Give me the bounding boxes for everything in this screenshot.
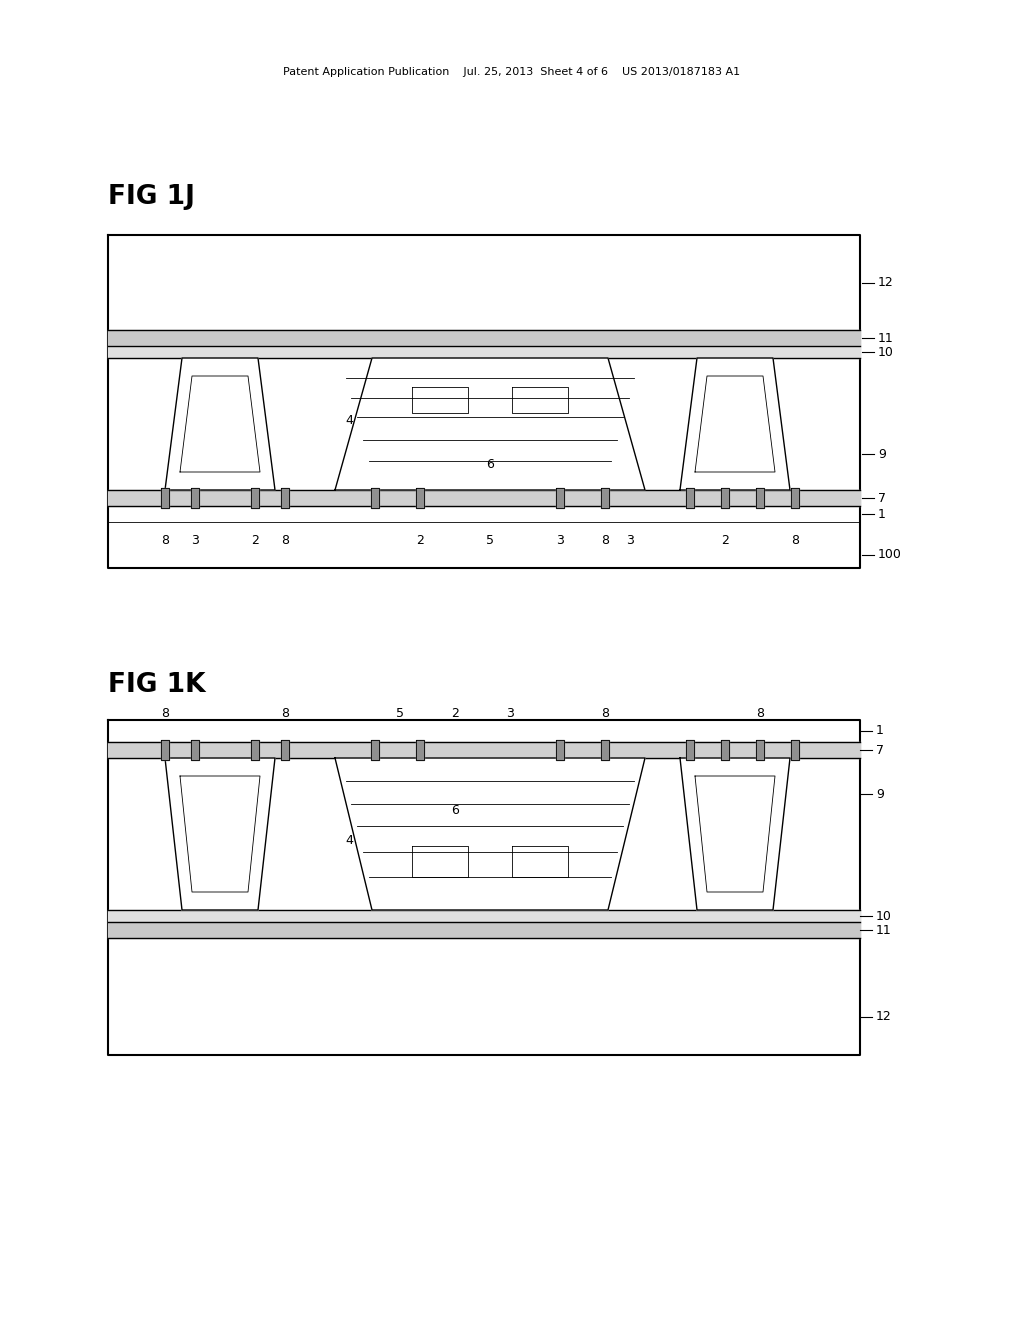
Polygon shape [191, 488, 199, 508]
Text: 11: 11 [876, 924, 892, 936]
Polygon shape [281, 741, 289, 760]
Text: 10: 10 [878, 346, 894, 359]
Text: FIG 1K: FIG 1K [108, 672, 206, 698]
Polygon shape [686, 741, 694, 760]
Polygon shape [791, 741, 799, 760]
Polygon shape [281, 488, 289, 508]
Text: 3: 3 [191, 535, 199, 546]
Polygon shape [412, 387, 468, 413]
Text: 6: 6 [486, 458, 494, 471]
Polygon shape [108, 921, 860, 939]
Text: 1: 1 [878, 507, 886, 520]
Polygon shape [108, 330, 860, 346]
Text: 9: 9 [876, 788, 884, 800]
Text: 5: 5 [486, 535, 494, 546]
Text: 3: 3 [506, 708, 514, 719]
Text: 8: 8 [281, 708, 289, 719]
Polygon shape [556, 488, 564, 508]
Text: 4: 4 [345, 413, 353, 426]
Text: 100: 100 [878, 549, 902, 561]
Text: 8: 8 [601, 535, 609, 546]
Polygon shape [108, 909, 860, 921]
Polygon shape [165, 758, 275, 909]
Polygon shape [695, 776, 775, 892]
Text: 12: 12 [876, 1010, 892, 1023]
Text: 7: 7 [878, 491, 886, 504]
Text: 2: 2 [451, 708, 459, 719]
Polygon shape [556, 741, 564, 760]
Text: 6: 6 [451, 804, 459, 817]
Text: 4: 4 [345, 833, 353, 846]
Polygon shape [180, 776, 260, 892]
Text: 11: 11 [878, 331, 894, 345]
Polygon shape [791, 488, 799, 508]
Text: 12: 12 [878, 276, 894, 289]
Polygon shape [756, 488, 764, 508]
Polygon shape [721, 488, 729, 508]
Text: 1: 1 [876, 725, 884, 738]
Polygon shape [161, 741, 169, 760]
Polygon shape [161, 488, 169, 508]
Polygon shape [180, 376, 260, 473]
Polygon shape [601, 741, 609, 760]
Polygon shape [108, 742, 860, 758]
Polygon shape [108, 490, 860, 506]
Polygon shape [601, 488, 609, 508]
Polygon shape [412, 846, 468, 876]
Text: 8: 8 [161, 535, 169, 546]
Polygon shape [416, 741, 424, 760]
Text: FIG 1J: FIG 1J [108, 183, 195, 210]
Polygon shape [108, 346, 860, 358]
Polygon shape [680, 358, 790, 490]
Polygon shape [251, 488, 259, 508]
Polygon shape [512, 387, 568, 413]
Polygon shape [416, 488, 424, 508]
Polygon shape [371, 488, 379, 508]
Text: 2: 2 [721, 535, 729, 546]
Text: 5: 5 [396, 708, 404, 719]
Polygon shape [191, 741, 199, 760]
Text: 8: 8 [281, 535, 289, 546]
Text: 10: 10 [876, 909, 892, 923]
Polygon shape [335, 358, 645, 490]
Text: 2: 2 [251, 535, 259, 546]
Text: 8: 8 [161, 708, 169, 719]
Polygon shape [371, 741, 379, 760]
Polygon shape [686, 488, 694, 508]
Text: 9: 9 [878, 447, 886, 461]
Text: 8: 8 [756, 708, 764, 719]
Polygon shape [251, 741, 259, 760]
Polygon shape [165, 358, 275, 490]
Text: 7: 7 [876, 743, 884, 756]
Text: 3: 3 [626, 535, 634, 546]
Polygon shape [695, 376, 775, 473]
Polygon shape [680, 758, 790, 909]
Text: Patent Application Publication    Jul. 25, 2013  Sheet 4 of 6    US 2013/0187183: Patent Application Publication Jul. 25, … [284, 67, 740, 77]
Polygon shape [721, 741, 729, 760]
Text: 8: 8 [791, 535, 799, 546]
Text: 2: 2 [416, 535, 424, 546]
Polygon shape [335, 758, 645, 909]
Polygon shape [756, 741, 764, 760]
Text: 8: 8 [601, 708, 609, 719]
Polygon shape [512, 846, 568, 876]
Text: 3: 3 [556, 535, 564, 546]
